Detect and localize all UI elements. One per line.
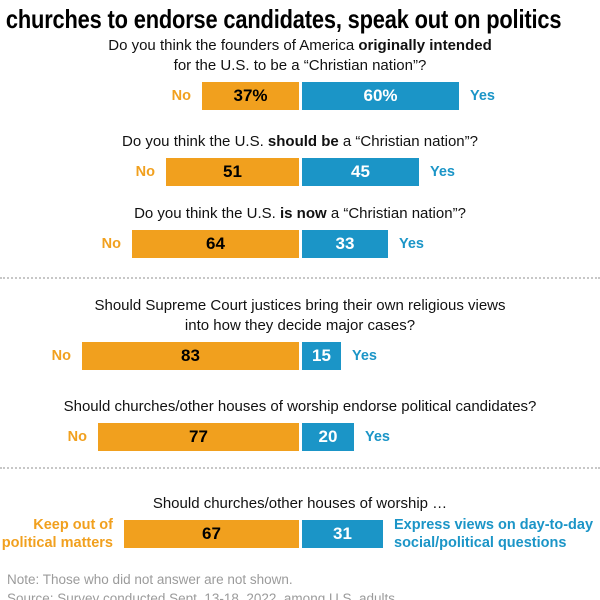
- question-text: Do you think the U.S. should be a “Chris…: [122, 133, 478, 150]
- question-text: Should churches/other houses of worship …: [152, 495, 448, 512]
- source-text: Source: Survey conducted Sept. 13-18, 20…: [7, 591, 399, 600]
- no-bar: 83: [82, 342, 299, 370]
- no-label: No: [171, 88, 191, 104]
- yes-label: Yes: [365, 429, 390, 445]
- yes-bar: 20: [302, 423, 354, 451]
- chart-title: churches to endorse candidates, speak ou…: [5, 4, 562, 34]
- no-bar: 77: [98, 423, 299, 451]
- no-label: No: [51, 348, 71, 364]
- question-text: Do you think the U.S. is now a “Christia…: [134, 205, 466, 222]
- question-text: Do you think the founders of America ori…: [108, 37, 492, 74]
- no-label: No: [67, 429, 87, 445]
- question-text: Should churches/other houses of worship …: [63, 398, 537, 415]
- no-label: No: [135, 164, 155, 180]
- no-bar: 51: [166, 158, 299, 186]
- yes-bar-value: 60%: [363, 86, 398, 105]
- yes-bar: 45: [302, 158, 419, 186]
- yes-label: Yes: [352, 348, 377, 364]
- yes-bar-value: 15: [312, 346, 331, 365]
- yes-bar-value: 45: [351, 162, 370, 181]
- yes-label: Yes: [470, 88, 495, 104]
- bar-pair: No 37% 60% Yes: [0, 82, 600, 110]
- express-views-bar-value: 31: [333, 524, 352, 543]
- yes-label: Yes: [399, 236, 424, 252]
- no-bar: 37%: [202, 82, 299, 110]
- express-views-label: Express views on day-to-day social/politi…: [394, 517, 594, 551]
- keep-out-label: Keep out of political matters: [1, 517, 113, 551]
- section-divider: [0, 467, 600, 469]
- yes-bar: 15: [302, 342, 341, 370]
- survey-row-founders-intended: Do you think the founders of America ori…: [0, 36, 600, 110]
- chart-footer: Note: Those who did not answer are not s…: [0, 570, 600, 600]
- bar-pair: No 64 33 Yes: [0, 230, 600, 258]
- yes-label: Yes: [430, 164, 455, 180]
- no-bar-value: 51: [223, 162, 242, 181]
- survey-row-churches-endorse: Should churches/other houses of worship …: [0, 397, 600, 451]
- no-bar-value: 64: [206, 234, 225, 253]
- survey-row-should-be: Do you think the U.S. should be a “Chris…: [0, 132, 600, 186]
- yes-bar-value: 20: [318, 427, 338, 446]
- yes-bar: 60%: [302, 82, 459, 110]
- bar-pair: No 77 20 Yes: [0, 423, 600, 451]
- keep-out-bar-value: 67: [202, 524, 221, 543]
- express-views-bar: 31: [302, 520, 383, 548]
- yes-bar: 33: [302, 230, 388, 258]
- no-bar-value: 77: [189, 427, 208, 446]
- no-bar-value: 83: [181, 346, 200, 365]
- yes-bar-value: 33: [335, 234, 355, 253]
- section-divider: [0, 277, 600, 279]
- note-text: Note: Those who did not answer are not s…: [7, 572, 293, 587]
- no-bar-value: 37%: [233, 86, 268, 105]
- bar-pair: No 51 45 Yes: [0, 158, 600, 186]
- no-label: No: [101, 236, 121, 252]
- survey-row-is-now: Do you think the U.S. is now a “Christia…: [0, 204, 600, 258]
- no-bar: 64: [132, 230, 299, 258]
- question-text: Should Supreme Court justices bring thei…: [94, 297, 506, 334]
- bar-pair: No 83 15 Yes: [0, 342, 600, 370]
- survey-row-scotus-religious-views: Should Supreme Court justices bring thei…: [0, 296, 600, 370]
- keep-out-bar: 67: [124, 520, 299, 548]
- bar-pair: Keep out of political matters 67 31 Expre…: [0, 517, 600, 551]
- survey-row-churches-role: Should churches/other houses of worship …: [0, 494, 600, 551]
